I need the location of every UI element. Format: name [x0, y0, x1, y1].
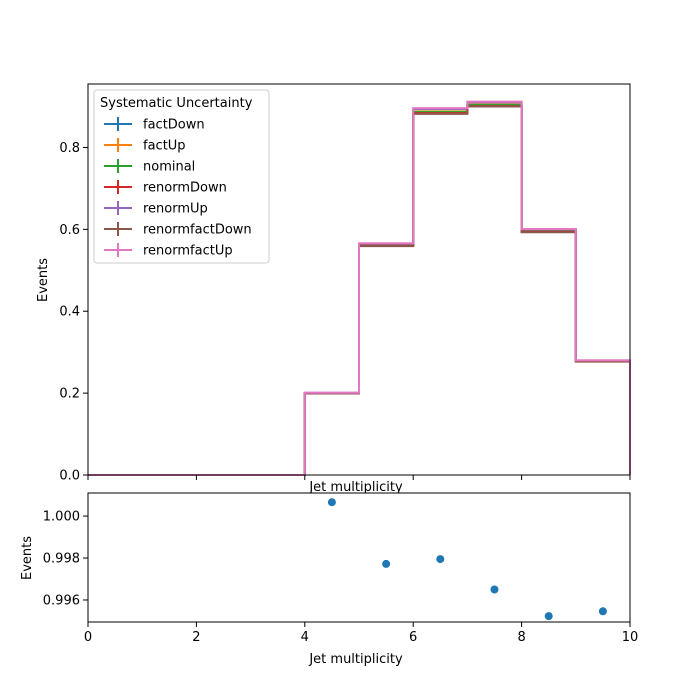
ratio-panel: 0.996 0.998 1.000 0 2 4 6 8 10 Events Jet multi…	[20, 492, 638, 667]
ratio-x-tick-label: 0	[84, 630, 92, 645]
main-x-axis-label: Jet multiplicity	[308, 480, 403, 495]
legend-label: renormfactDown	[143, 223, 252, 238]
ratio-x-tick-label: 8	[517, 630, 525, 645]
main-y-axis-label: Events	[36, 258, 51, 302]
ratio-x-ticks: 0 2 4 6 8 10	[84, 622, 638, 645]
ratio-point	[327, 498, 336, 507]
legend-entry-renormfactUp: renormfactUp	[104, 243, 233, 259]
legend-label: factUp	[143, 139, 186, 154]
legend-title: Systematic Uncertainty	[100, 96, 253, 111]
main-y-tick-label: 0.6	[59, 223, 80, 238]
legend-entry-renormfactDown: renormfactDown	[104, 222, 252, 238]
ratio-y-tick-label: 0.998	[43, 552, 80, 567]
main-panel: 0.00.20.40.60.8 Events Jet multiplicity …	[36, 83, 631, 495]
ratio-x-axis-label: Jet multiplicity	[308, 652, 403, 667]
main-y-tick-label: 0.0	[59, 469, 80, 484]
legend-box	[93, 89, 270, 264]
legend-entry-factUp: factUp	[104, 138, 186, 154]
main-y-tick-label: 0.2	[59, 387, 80, 402]
main-y-tick-label: 0.8	[59, 141, 80, 156]
ratio-y-tick-label: 0.996	[43, 593, 80, 608]
legend-label: factDown	[143, 118, 205, 133]
legend-entry-renormUp: renormUp	[104, 201, 208, 217]
legend-label: renormUp	[143, 202, 208, 217]
ratio-y-ticks: 0.996 0.998 1.000	[43, 510, 88, 608]
ratio-point	[598, 607, 607, 616]
ratio-x-tick-label: 2	[192, 630, 200, 645]
ratio-point	[382, 559, 391, 568]
legend-entry-factDown: factDown	[104, 117, 205, 133]
main-axes-frame	[87, 83, 631, 476]
ratio-plot-area	[88, 493, 630, 622]
ratio-x-tick-label: 6	[409, 630, 417, 645]
ratio-x-tick-label: 10	[622, 630, 639, 645]
legend: Systematic Uncertainty factDown factUp nom…	[93, 89, 270, 264]
legend-entries: factDown factUp nominal renormDown renormUp r…	[104, 117, 252, 259]
ratio-point	[490, 585, 499, 594]
legend-label: nominal	[143, 160, 195, 175]
ratio-y-tick-label: 1.000	[43, 510, 80, 525]
main-x-ticks	[87, 475, 631, 480]
ratio-points	[327, 498, 607, 621]
main-y-tick-label: 0.4	[59, 305, 80, 320]
legend-label: renormfactUp	[143, 244, 233, 259]
ratio-x-tick-label: 4	[301, 630, 309, 645]
ratio-y-axis-label: Events	[20, 536, 35, 580]
legend-entry-nominal: nominal	[104, 159, 195, 175]
ratio-point	[544, 612, 553, 621]
legend-label: renormDown	[143, 181, 227, 196]
ratio-point	[436, 555, 445, 564]
ratio-axes-frame	[87, 492, 631, 623]
legend-entry-renormDown: renormDown	[104, 180, 227, 196]
main-y-ticks: 0.0 0.2 0.4 0.6 0.8	[59, 141, 88, 484]
